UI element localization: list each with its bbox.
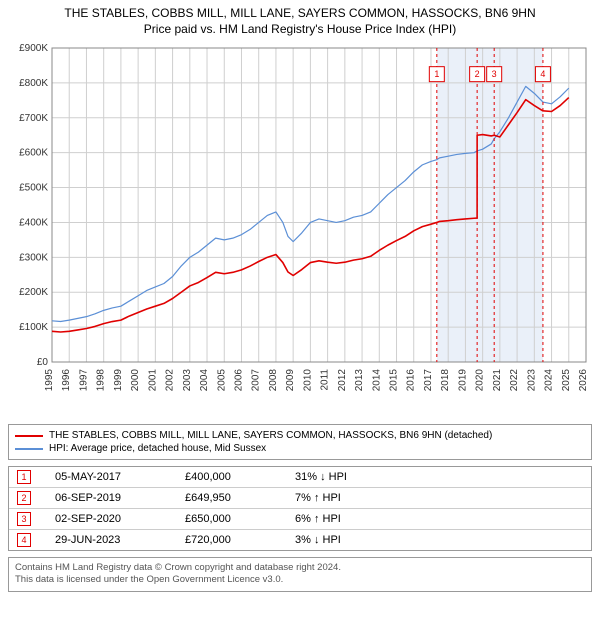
legend-label: THE STABLES, COBBS MILL, MILL LANE, SAYE…: [49, 430, 492, 441]
svg-text:2016: 2016: [406, 369, 417, 392]
svg-text:2002: 2002: [165, 369, 176, 392]
svg-text:£200K: £200K: [19, 287, 48, 298]
svg-text:£500K: £500K: [19, 183, 48, 194]
legend: THE STABLES, COBBS MILL, MILL LANE, SAYE…: [8, 424, 592, 460]
legend-item: HPI: Average price, detached house, Mid …: [15, 442, 585, 455]
chart-svg: £0 £100K £200K £300K £400K £500K £600K £700K £80…: [8, 42, 592, 416]
svg-text:2020: 2020: [475, 369, 486, 392]
transaction-row: 2 06-SEP-2019£649,9507% ↑ HPI: [9, 487, 591, 508]
transaction-price: £650,000: [185, 513, 295, 525]
legend-item: THE STABLES, COBBS MILL, MILL LANE, SAYE…: [15, 429, 585, 442]
svg-text:2009: 2009: [285, 369, 296, 392]
transaction-date: 06-SEP-2019: [55, 492, 185, 504]
svg-text:1997: 1997: [78, 369, 89, 392]
svg-text:2025: 2025: [561, 369, 572, 392]
svg-text:2024: 2024: [544, 369, 555, 392]
transactions-table: 1 05-MAY-2017£400,00031% ↓ HPI 2 06-SEP-201…: [8, 466, 592, 551]
svg-text:2023: 2023: [526, 369, 537, 392]
transaction-date: 29-JUN-2023: [55, 534, 185, 546]
svg-text:2011: 2011: [320, 369, 331, 391]
transaction-row: 4 29-JUN-2023£720,0003% ↓ HPI: [9, 529, 591, 550]
svg-text:1999: 1999: [113, 369, 124, 392]
legend-swatch: [15, 435, 43, 437]
chart-container: { "title_line1": "THE STABLES, COBBS MIL…: [0, 0, 600, 596]
svg-text:£0: £0: [37, 357, 49, 368]
transaction-marker: 3: [17, 512, 31, 526]
transaction-price: £649,950: [185, 492, 295, 504]
svg-text:2007: 2007: [251, 369, 262, 392]
transaction-hpi-diff: 3% ↓ HPI: [295, 534, 405, 546]
transaction-hpi-diff: 7% ↑ HPI: [295, 492, 405, 504]
svg-text:4: 4: [540, 69, 545, 79]
svg-text:1995: 1995: [44, 369, 55, 392]
svg-text:2005: 2005: [216, 369, 227, 392]
svg-text:£300K: £300K: [19, 252, 48, 263]
legend-label: HPI: Average price, detached house, Mid …: [49, 443, 266, 454]
attribution-footer: Contains HM Land Registry data © Crown c…: [8, 557, 592, 592]
svg-text:2018: 2018: [440, 369, 451, 392]
svg-text:1996: 1996: [61, 369, 72, 392]
svg-text:2003: 2003: [182, 369, 193, 392]
svg-text:2021: 2021: [492, 369, 503, 392]
transaction-row: 3 02-SEP-2020£650,0006% ↑ HPI: [9, 508, 591, 529]
svg-text:2019: 2019: [457, 369, 468, 392]
svg-text:2015: 2015: [389, 369, 400, 392]
transaction-hpi-diff: 31% ↓ HPI: [295, 471, 405, 483]
transaction-row: 1 05-MAY-2017£400,00031% ↓ HPI: [9, 467, 591, 487]
svg-text:1998: 1998: [96, 369, 107, 392]
svg-text:£100K: £100K: [19, 322, 48, 333]
transaction-marker: 2: [17, 491, 31, 505]
svg-text:2017: 2017: [423, 369, 434, 392]
svg-text:2014: 2014: [371, 369, 382, 392]
footer-line-2: This data is licensed under the Open Gov…: [15, 574, 585, 586]
transaction-date: 05-MAY-2017: [55, 471, 185, 483]
svg-text:2006: 2006: [233, 369, 244, 392]
svg-text:2000: 2000: [130, 369, 141, 392]
chart-title-address: THE STABLES, COBBS MILL, MILL LANE, SAYE…: [8, 6, 592, 20]
svg-text:£900K: £900K: [19, 43, 48, 54]
svg-text:£800K: £800K: [19, 78, 48, 89]
transaction-date: 02-SEP-2020: [55, 513, 185, 525]
transaction-hpi-diff: 6% ↑ HPI: [295, 513, 405, 525]
chart-title-subtitle: Price paid vs. HM Land Registry's House …: [8, 22, 592, 36]
svg-text:£700K: £700K: [19, 113, 48, 124]
svg-text:1: 1: [434, 69, 439, 79]
svg-text:2: 2: [475, 69, 480, 79]
svg-text:2004: 2004: [199, 369, 210, 392]
svg-text:2012: 2012: [337, 369, 348, 392]
transaction-marker: 4: [17, 533, 31, 547]
transaction-marker: 1: [17, 470, 31, 484]
svg-text:3: 3: [492, 69, 497, 79]
svg-text:2022: 2022: [509, 369, 520, 392]
svg-text:2010: 2010: [302, 369, 313, 392]
footer-line-1: Contains HM Land Registry data © Crown c…: [15, 562, 585, 574]
transaction-price: £400,000: [185, 471, 295, 483]
transaction-price: £720,000: [185, 534, 295, 546]
svg-text:2008: 2008: [268, 369, 279, 392]
svg-text:2001: 2001: [147, 369, 158, 392]
price-chart: £0 £100K £200K £300K £400K £500K £600K £700K £80…: [8, 42, 592, 416]
legend-swatch: [15, 448, 43, 450]
svg-text:£600K: £600K: [19, 148, 48, 159]
svg-text:2026: 2026: [578, 369, 589, 392]
svg-text:2013: 2013: [354, 369, 365, 392]
svg-text:£400K: £400K: [19, 217, 48, 228]
